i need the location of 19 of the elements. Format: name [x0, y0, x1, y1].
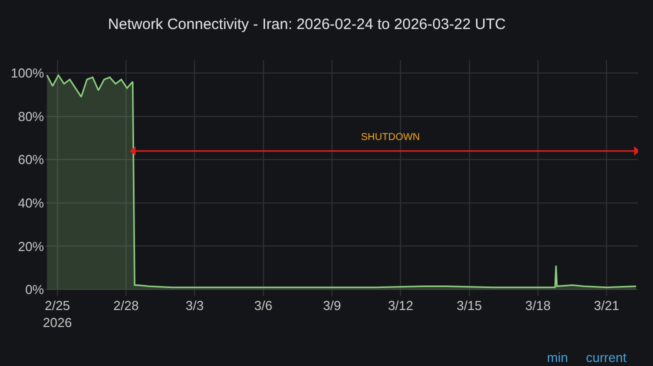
x-tick-label: 3/3: [186, 298, 204, 313]
x-tick-label: 3/9: [322, 298, 342, 313]
y-tick-label: 80%: [18, 108, 44, 124]
x-tick-label: 3/15: [456, 298, 482, 313]
y-tick-label: 40%: [18, 195, 44, 210]
x-tick-label: 3/6: [254, 298, 272, 313]
x-tick-label: 3/18: [525, 298, 551, 313]
y-tick-label: 100%: [10, 66, 44, 81]
x-tick-label: 2/28: [113, 298, 139, 313]
y-tick-label: 20%: [18, 238, 44, 254]
text: min: [547, 350, 568, 365]
y-tick-label: 0%: [25, 282, 44, 298]
x-tick-label: 2/25 2026: [42, 298, 72, 330]
series-label: SHUTDOWN: [361, 132, 420, 143]
y-tick-label: 60%: [18, 152, 44, 168]
x-tick-label: 3/21: [594, 298, 620, 313]
chart-title: Network Connectivity - Iran: 2026-02-24 to 2026-03-22 UTC: [108, 16, 506, 33]
text: current: [586, 350, 627, 365]
x-tick-label: 3/12: [388, 298, 414, 313]
